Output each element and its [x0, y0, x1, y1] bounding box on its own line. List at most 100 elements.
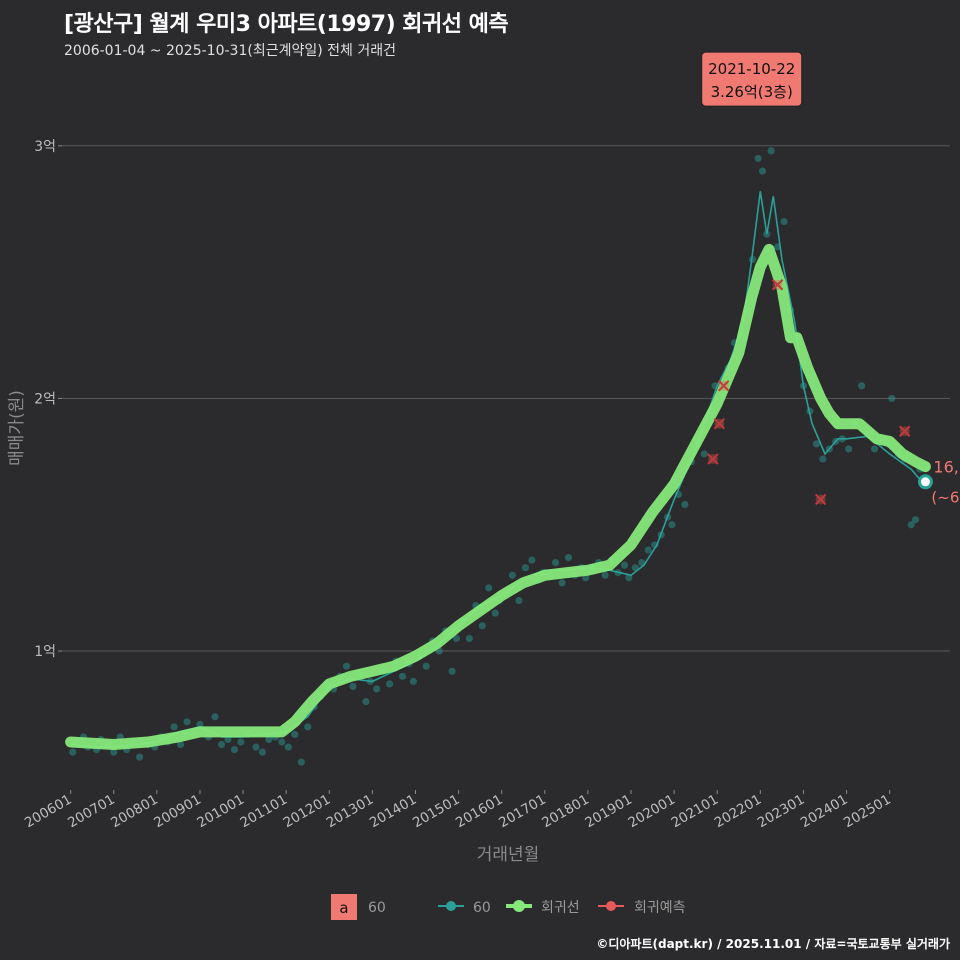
moving-average-layer — [70, 191, 925, 748]
prediction-cross — [707, 453, 719, 465]
x-tick-label: 201101 — [238, 792, 291, 832]
max-annotation-box — [701, 51, 803, 107]
annotation-layer: 16,767 (~60㎡) 2021-10-22 3.26억(3층) — [701, 51, 960, 507]
max-annotation-price: 3.26억(3층) — [711, 83, 793, 101]
transaction-point — [767, 147, 775, 155]
prediction-cross — [713, 417, 726, 430]
transaction-point — [284, 743, 292, 751]
legend-pred-marker — [606, 901, 616, 911]
transaction-point — [217, 740, 226, 749]
x-tick-label: 202101 — [669, 792, 722, 832]
transaction-point — [176, 740, 185, 749]
transaction-point — [601, 571, 609, 579]
transaction-point — [297, 758, 305, 766]
transaction-point — [398, 672, 407, 680]
x-tick-label: 200901 — [151, 792, 204, 832]
transaction-point — [237, 738, 245, 746]
transaction-point — [700, 450, 708, 458]
transaction-point — [521, 564, 529, 572]
prediction-marker — [713, 417, 726, 430]
transaction-point — [342, 662, 351, 670]
transaction-point — [448, 667, 456, 675]
transaction-point — [386, 680, 394, 688]
x-tick-label: 201801 — [539, 792, 592, 832]
scatter-layer — [69, 147, 928, 766]
x-tick-label: 201501 — [410, 792, 463, 832]
x-tick-label: 202201 — [712, 792, 765, 832]
x-tick-label: 202401 — [798, 792, 851, 832]
transaction-point — [465, 634, 473, 643]
transaction-point — [528, 556, 536, 564]
prediction-cross — [814, 493, 827, 506]
transaction-point — [907, 521, 915, 529]
chart-subtitle: 2006-01-04 ~ 2025-10-31(최근계약일) 전체 거래건 — [64, 43, 396, 59]
transaction-point — [515, 596, 523, 605]
transaction-point — [812, 440, 820, 448]
transaction-point — [758, 167, 767, 175]
transaction-point — [362, 697, 370, 706]
chart-title: [광산구] 월계 우미3 아파트(1997) 회귀선 예측 — [64, 12, 509, 37]
max-annotation-date: 2021-10-22 — [708, 60, 795, 78]
x-tick-label: 201901 — [582, 792, 635, 832]
transaction-point — [452, 634, 461, 643]
prediction-marker — [707, 453, 719, 465]
transaction-point — [845, 445, 853, 453]
transaction-point — [211, 713, 219, 721]
grid-layer — [58, 145, 950, 794]
x-axis-label: 거래년월 — [477, 845, 540, 865]
legend-key-letter: a — [339, 899, 348, 917]
x-tick-label: 201701 — [496, 792, 549, 832]
x-tick-label: 202301 — [755, 792, 808, 832]
legend-ma-label: 60 — [473, 900, 491, 916]
x-tick-labels: 2006012007012008012009012010012011012012… — [22, 792, 894, 832]
end-value-label: 16,767 — [933, 458, 960, 477]
transaction-point — [668, 521, 676, 529]
transaction-point — [558, 579, 566, 587]
transaction-point — [373, 685, 381, 693]
prediction-marker — [771, 279, 784, 291]
legend-reg-label: 회귀선 — [541, 900, 580, 916]
x-tick-label: 201401 — [367, 792, 420, 832]
transaction-point — [291, 730, 299, 739]
transaction-point — [422, 662, 430, 670]
x-tick-label: 200601 — [22, 792, 75, 832]
x-tick-label: 201001 — [194, 792, 247, 832]
transaction-point — [508, 571, 517, 579]
transaction-point — [183, 718, 191, 726]
transaction-point — [278, 738, 286, 746]
transaction-point — [644, 546, 652, 554]
transaction-point — [265, 735, 273, 744]
transaction-point — [491, 609, 499, 617]
legend: a 60 60 회귀선 회귀예측 — [331, 894, 686, 920]
regression-layer — [65, 243, 931, 750]
transaction-point — [564, 553, 573, 562]
legend-reg-marker — [513, 900, 525, 912]
transaction-point — [478, 622, 486, 630]
transaction-point — [551, 559, 560, 567]
transaction-point — [252, 743, 260, 751]
end-area-label: (~60㎡) — [931, 489, 960, 507]
x-tick-label: 200801 — [108, 792, 161, 832]
legend-pred-label: 회귀예측 — [634, 900, 686, 916]
y-tick-label: 1억 — [34, 644, 56, 660]
transaction-point — [304, 723, 312, 731]
legend-ma-marker — [446, 901, 456, 911]
y-tick-label: 2억 — [34, 391, 56, 407]
latest-point — [917, 474, 933, 490]
x-tick-label: 202501 — [841, 792, 894, 832]
transaction-point — [230, 745, 239, 754]
prediction-cross — [771, 279, 784, 291]
x-tick-label: 202001 — [625, 792, 678, 832]
prediction-marker — [814, 493, 827, 506]
regression-line — [65, 243, 931, 750]
y-axis-label: 매매가(원) — [7, 390, 27, 466]
transaction-point — [485, 584, 493, 592]
transaction-point — [69, 748, 77, 756]
prediction-layer — [707, 279, 911, 506]
transaction-point — [780, 217, 788, 226]
transaction-point — [196, 720, 204, 728]
x-tick-label: 200701 — [65, 792, 118, 832]
transaction-point — [754, 154, 762, 163]
prediction-marker — [899, 425, 911, 437]
